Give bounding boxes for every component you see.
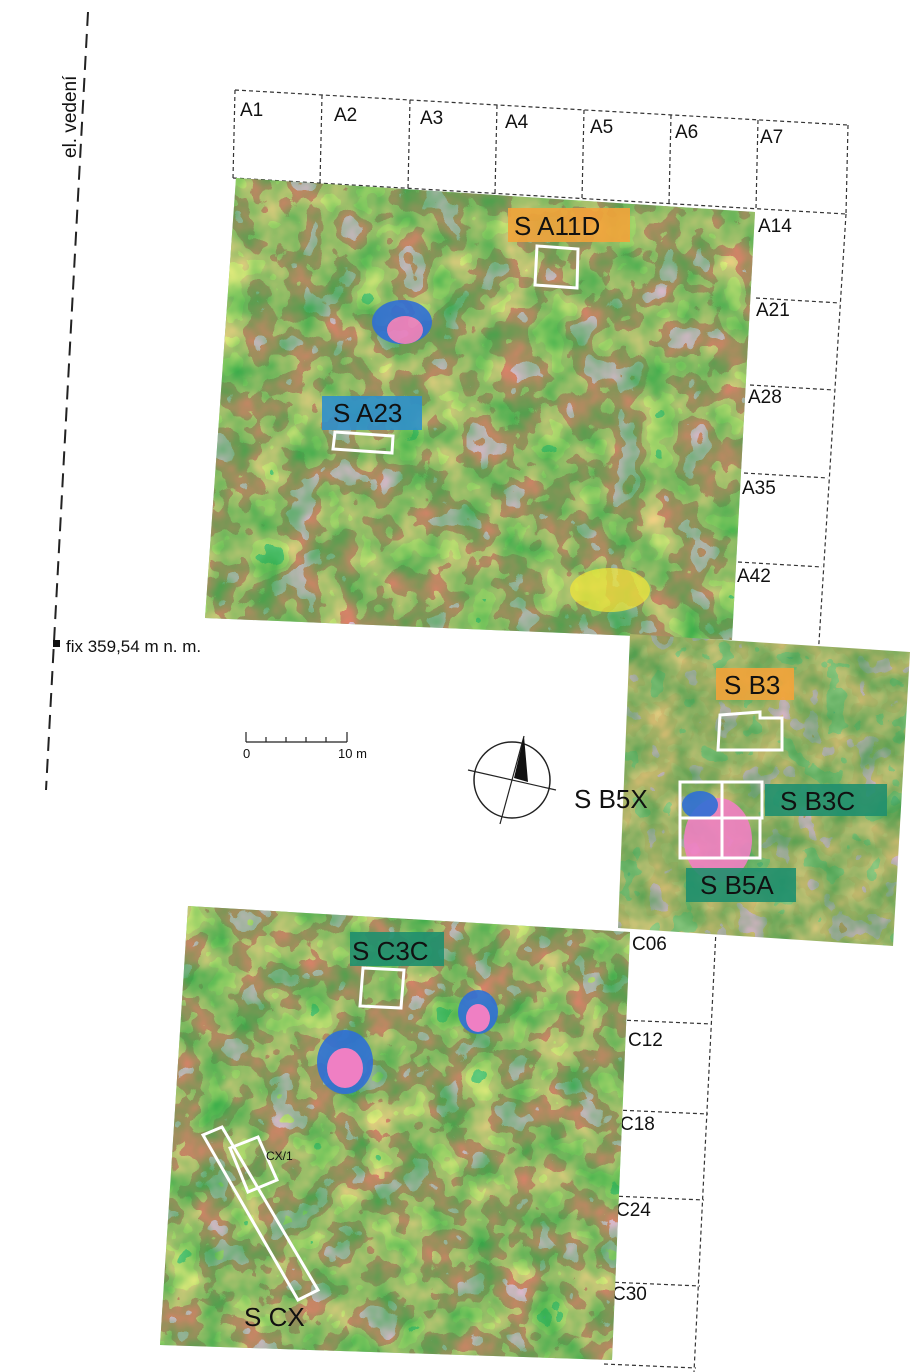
section-label-backgrounds bbox=[322, 208, 887, 966]
grid-label-c30: C30 bbox=[612, 1284, 647, 1305]
grid-label-c24: C24 bbox=[616, 1200, 651, 1221]
grid-label-a3: A3 bbox=[420, 108, 443, 129]
grid-label-a28: A28 bbox=[748, 387, 782, 408]
fixpoint-label: fix 359,54 m n. m. bbox=[66, 637, 201, 656]
label-bg-b3 bbox=[716, 668, 794, 700]
section-labels: S A11D S A23 S B3 S B5X S B3C S B5A S C3… bbox=[244, 211, 855, 1332]
label-bg-a11d bbox=[508, 208, 630, 242]
grid-label-a35: A35 bbox=[742, 478, 776, 499]
section-label-cx: S CX bbox=[244, 1302, 305, 1332]
section-label-b5x: S B5X bbox=[574, 784, 648, 814]
section-label-b3c: S B3C bbox=[780, 786, 855, 816]
survey-raster-c bbox=[160, 906, 630, 1360]
section-label-c3c: S C3C bbox=[352, 936, 429, 966]
grid-label-a7: A7 bbox=[760, 127, 783, 148]
section-label-b3: S B3 bbox=[724, 670, 780, 700]
survey-raster-a bbox=[205, 178, 755, 640]
section-label-b5a: S B5A bbox=[700, 870, 774, 900]
grid-labels-right-c: C06 C12 C18 C24 C30 bbox=[612, 934, 667, 1305]
grid-label-c18: C18 bbox=[620, 1114, 655, 1135]
grid-label-a6: A6 bbox=[675, 122, 698, 143]
grid-label-a2: A2 bbox=[334, 105, 357, 126]
grid-label-a42: A42 bbox=[737, 566, 771, 587]
fixpoint-marker bbox=[53, 640, 60, 647]
grid-label-a5: A5 bbox=[590, 117, 613, 138]
grid-labels-top: A1 A2 A3 A4 A5 A6 A7 bbox=[240, 100, 783, 148]
scale-bar bbox=[245, 732, 348, 743]
grid-labels-right-a: A14 A21 A28 A35 A42 bbox=[737, 216, 792, 587]
label-bg-b3c bbox=[765, 784, 887, 816]
grid-label-c12: C12 bbox=[628, 1030, 663, 1051]
label-bg-a23 bbox=[322, 396, 422, 430]
label-bg-c3c bbox=[350, 932, 444, 966]
section-label-cx1: CX/1 bbox=[266, 1149, 293, 1163]
section-label-a23: S A23 bbox=[333, 398, 402, 428]
label-bg-b5a bbox=[686, 868, 796, 902]
grid-label-a4: A4 bbox=[505, 112, 529, 133]
power-line bbox=[45, 11, 89, 791]
grid-label-a21: A21 bbox=[756, 300, 790, 321]
section-boxes bbox=[200, 244, 784, 1302]
section-label-a11d: S A11D bbox=[514, 211, 600, 241]
power-line-label: el. vedení bbox=[60, 75, 81, 158]
grid-label-a14: A14 bbox=[758, 216, 792, 237]
scale-end-label: 10 m bbox=[338, 746, 367, 761]
grid-label-c06: C06 bbox=[632, 934, 667, 955]
grid-label-a1: A1 bbox=[240, 100, 263, 121]
scale-zero-label: 0 bbox=[243, 746, 250, 761]
north-arrow-icon bbox=[467, 735, 557, 825]
survey-grid bbox=[232, 89, 849, 1372]
